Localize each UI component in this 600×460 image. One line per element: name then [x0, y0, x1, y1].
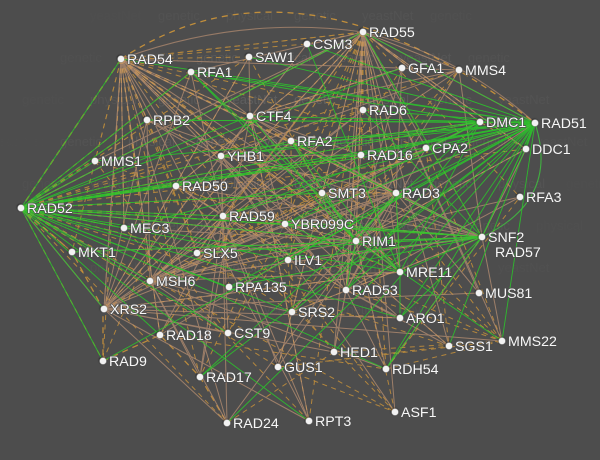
svg-text:RIM1: RIM1 [362, 234, 396, 250]
svg-text:MSH6: MSH6 [156, 274, 196, 290]
svg-text:MKT1: MKT1 [78, 245, 116, 261]
svg-text:RAD52: RAD52 [27, 201, 73, 217]
svg-text:MMS1: MMS1 [101, 154, 142, 170]
svg-text:RPT3: RPT3 [315, 414, 351, 430]
svg-text:physical: physical [226, 8, 273, 23]
svg-text:yeastNet: yeastNet [362, 8, 414, 23]
svg-text:MEC3: MEC3 [130, 221, 170, 237]
svg-text:RAD9: RAD9 [109, 354, 147, 370]
svg-text:XRS2: XRS2 [110, 302, 147, 318]
svg-text:RAD16: RAD16 [367, 148, 413, 164]
svg-text:YBR099C: YBR099C [291, 217, 354, 233]
svg-text:physical: physical [536, 218, 583, 233]
svg-text:RAD17: RAD17 [206, 370, 252, 386]
svg-text:genetic: genetic [566, 176, 600, 191]
svg-text:genetic: genetic [60, 50, 102, 65]
svg-text:genetic: genetic [60, 134, 102, 149]
svg-text:RAD18: RAD18 [166, 328, 212, 344]
svg-text:RAD59: RAD59 [229, 209, 275, 225]
svg-text:CPA2: CPA2 [432, 141, 468, 157]
svg-text:SNF2: SNF2 [488, 230, 524, 246]
svg-text:SMT3: SMT3 [328, 186, 366, 202]
svg-text:DMC1: DMC1 [486, 115, 526, 131]
svg-text:RAD57: RAD57 [495, 245, 541, 261]
svg-text:MRE11: MRE11 [406, 265, 452, 281]
svg-text:RAD50: RAD50 [182, 179, 228, 195]
svg-text:genetic: genetic [22, 92, 64, 107]
svg-text:RAD53: RAD53 [352, 283, 398, 299]
svg-text:RAD24: RAD24 [233, 416, 279, 432]
svg-text:genetic: genetic [430, 8, 472, 23]
svg-text:genetic: genetic [158, 8, 200, 23]
svg-text:RFA3: RFA3 [526, 190, 562, 206]
svg-text:MUS81: MUS81 [485, 286, 532, 302]
svg-text:RDH54: RDH54 [392, 362, 439, 378]
svg-text:RFA1: RFA1 [197, 65, 233, 81]
svg-text:GUS1: GUS1 [284, 360, 323, 376]
svg-text:SAW1: SAW1 [255, 50, 295, 66]
svg-text:CTF4: CTF4 [256, 109, 292, 125]
svg-text:GFA1: GFA1 [408, 61, 444, 77]
svg-text:ARO1: ARO1 [406, 311, 445, 327]
svg-text:ASF1: ASF1 [401, 405, 437, 421]
svg-text:yeastNet: yeastNet [498, 260, 550, 275]
svg-text:DDC1: DDC1 [532, 142, 571, 158]
svg-text:RAD6: RAD6 [369, 103, 407, 119]
svg-text:RFA2: RFA2 [297, 134, 333, 150]
svg-text:RAD3: RAD3 [402, 186, 440, 202]
svg-text:SGS1: SGS1 [455, 339, 493, 355]
svg-text:ILV1: ILV1 [294, 253, 322, 269]
svg-text:CSM3: CSM3 [313, 37, 353, 53]
svg-text:YHB1: YHB1 [227, 149, 264, 165]
svg-text:RAD51: RAD51 [541, 116, 587, 132]
svg-text:physical: physical [536, 50, 583, 65]
svg-text:HED1: HED1 [340, 345, 378, 361]
svg-text:RAD55: RAD55 [369, 25, 415, 41]
svg-text:MMS22: MMS22 [508, 334, 557, 350]
svg-text:RPA135: RPA135 [235, 280, 287, 296]
svg-text:SRS2: SRS2 [298, 305, 335, 321]
svg-text:RAD54: RAD54 [127, 52, 173, 68]
svg-text:yeastNet: yeastNet [0, 134, 44, 149]
svg-text:RPB2: RPB2 [153, 113, 190, 129]
svg-text:SLX5: SLX5 [203, 246, 238, 262]
svg-text:MMS4: MMS4 [465, 63, 506, 79]
svg-text:CST9: CST9 [234, 326, 270, 342]
svg-text:yeastNet: yeastNet [90, 8, 142, 23]
